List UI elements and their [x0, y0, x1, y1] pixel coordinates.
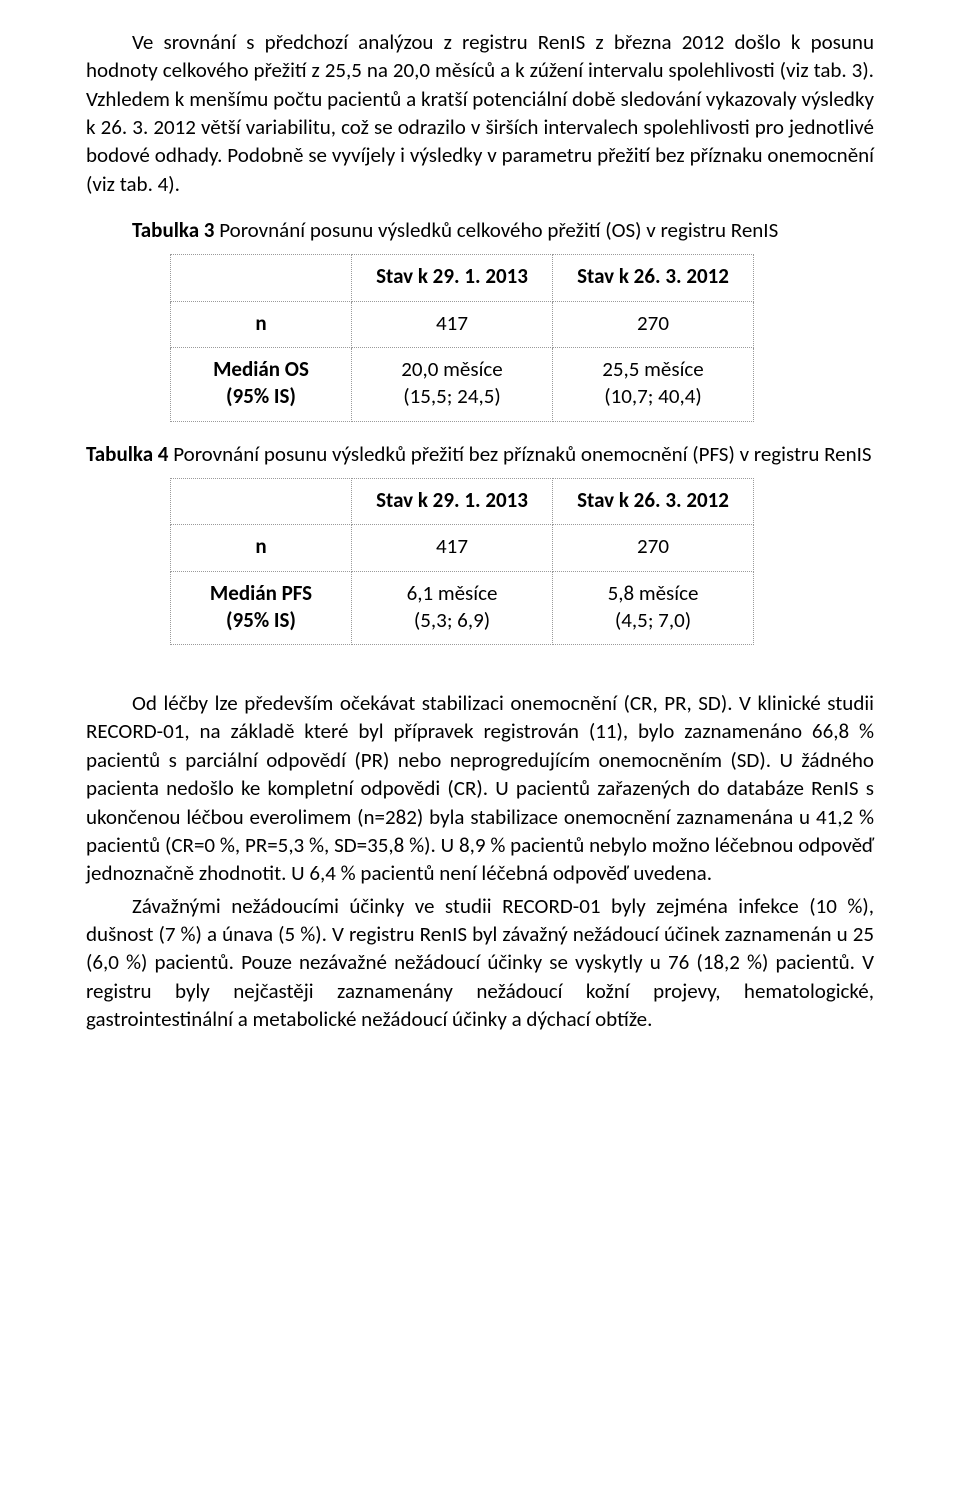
table3-r2-label: Medián OS (95% IS) [171, 348, 352, 422]
paragraph-3: Závažnými nežádoucími účinky ve studii R… [86, 892, 874, 1034]
table4-r2-c2-l2: (4,5; 7,0) [615, 607, 691, 633]
table4-r1-label: n [171, 525, 352, 571]
table3-title: Tabulka 3 Porovnání posunu výsledků celk… [86, 216, 874, 244]
table3-caption: Porovnání posunu výsledků celkového přež… [214, 217, 778, 243]
table4-r2-c1-l2: (5,3; 6,9) [414, 607, 490, 633]
table4-r2-c1-l1: 6,1 měsíce [407, 580, 498, 606]
table4-header-1: Stav k 29. 1. 2013 [352, 478, 553, 524]
table4-title: Tabulka 4 Porovnání posunu výsledků přež… [86, 440, 874, 468]
table3-r2-c2-l1: 25,5 měsíce [602, 356, 704, 382]
table3-r2-c1-l1: 20,0 měsíce [401, 356, 503, 382]
table3-header-blank [171, 255, 352, 301]
table3-r2-c2-l2: (10,7; 40,4) [604, 383, 701, 409]
table4-header-2: Stav k 26. 3. 2012 [553, 478, 754, 524]
table4-r1-c1: 417 [352, 525, 553, 571]
table3-r2-label-l2: (95% IS) [226, 383, 296, 409]
table3-r2-c1-l2: (15,5; 24,5) [403, 383, 500, 409]
table4: Stav k 29. 1. 2013 Stav k 26. 3. 2012 n … [170, 478, 874, 645]
table4-label: Tabulka 4 [86, 441, 168, 467]
table3-r1-c1: 417 [352, 301, 553, 347]
table3-header-2: Stav k 26. 3. 2012 [553, 255, 754, 301]
table3-r2-label-l1: Medián OS [213, 356, 309, 382]
table3-r2-c1: 20,0 měsíce (15,5; 24,5) [352, 348, 553, 422]
table4-r2-c2-l1: 5,8 měsíce [608, 580, 699, 606]
table4-r2-label-l1: Medián PFS [210, 580, 312, 606]
table4-r2-c1: 6,1 měsíce (5,3; 6,9) [352, 571, 553, 645]
table4-r1-c2: 270 [553, 525, 754, 571]
table4-r2-label-l2: (95% IS) [226, 607, 296, 633]
table4-r2-c2: 5,8 měsíce (4,5; 7,0) [553, 571, 754, 645]
paragraph-1: Ve srovnání s předchozí analýzou z regis… [86, 28, 874, 198]
table4-r2-label: Medián PFS (95% IS) [171, 571, 352, 645]
table3-r1-label: n [171, 301, 352, 347]
table3-label: Tabulka 3 [132, 217, 214, 243]
table4-caption: Porovnání posunu výsledků přežití bez př… [168, 441, 871, 467]
table3-r1-c2: 270 [553, 301, 754, 347]
table3-header-1: Stav k 29. 1. 2013 [352, 255, 553, 301]
table4-header-blank [171, 478, 352, 524]
spacer [86, 651, 874, 689]
table3: Stav k 29. 1. 2013 Stav k 26. 3. 2012 n … [170, 254, 874, 421]
paragraph-2: Od léčby lze především očekávat stabiliz… [86, 689, 874, 887]
table3-r2-c2: 25,5 měsíce (10,7; 40,4) [553, 348, 754, 422]
